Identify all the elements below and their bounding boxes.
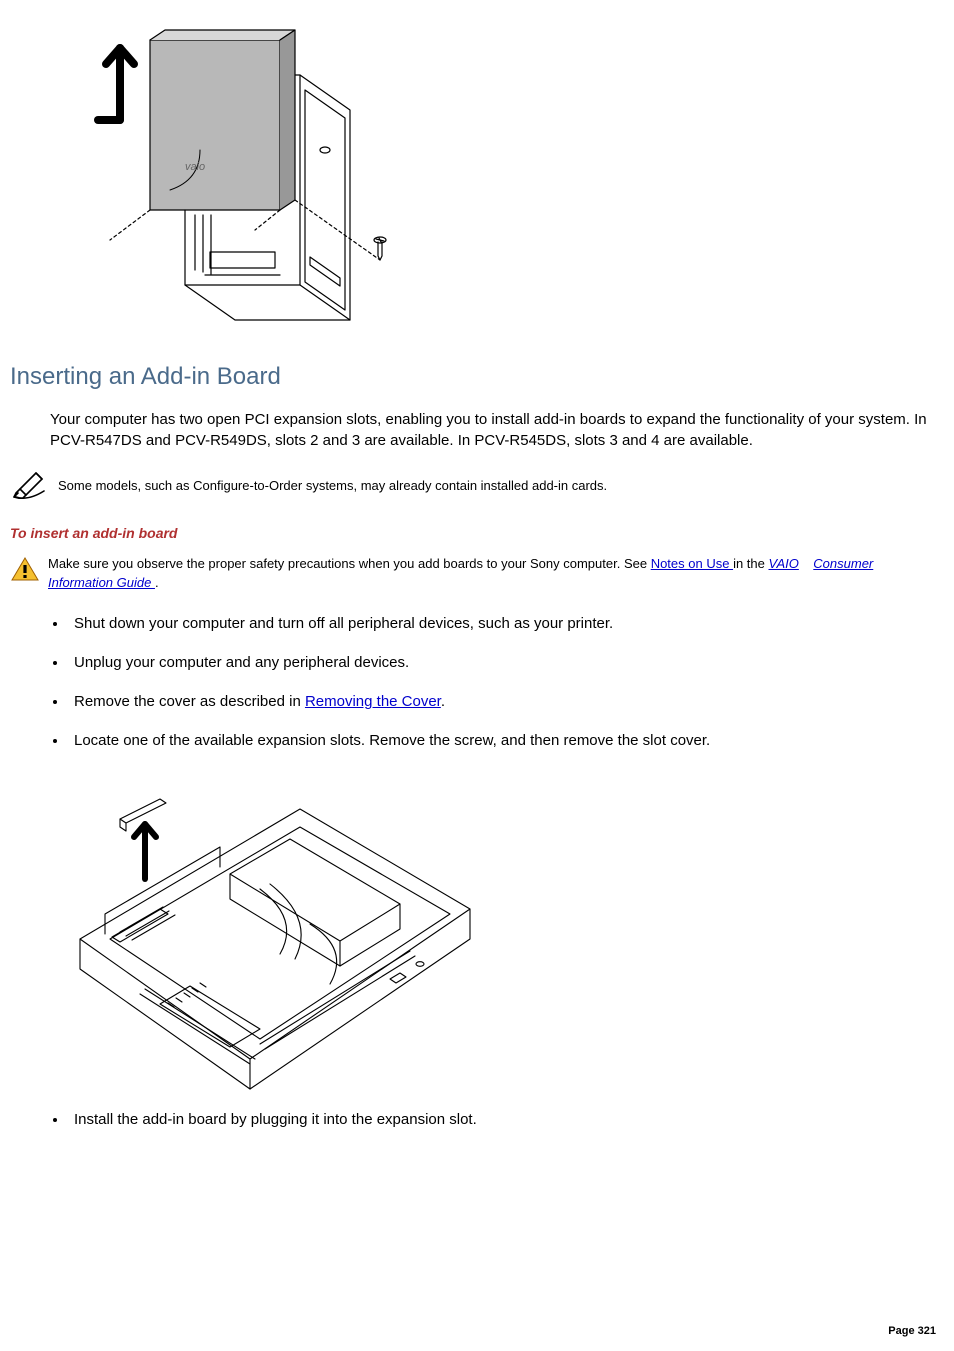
step-3-post: . — [441, 693, 445, 710]
figure-remove-cover: vaio — [50, 20, 936, 340]
step-4: Locate one of the available expansion sl… — [68, 730, 936, 751]
vaio-guide-link-a[interactable]: VAIO — [768, 556, 798, 571]
warning-note: Make sure you observe the proper safety … — [10, 554, 936, 593]
sub-heading: To insert an add-in board — [10, 524, 936, 544]
page-number: Page 321 — [888, 1324, 936, 1339]
warning-gap — [799, 556, 813, 571]
steps-list-2: Install the add-in board by plugging it … — [50, 1109, 936, 1130]
step-2: Unplug your computer and any peripheral … — [68, 652, 936, 673]
figure-expansion-slot — [50, 769, 936, 1099]
pencil-note: Some models, such as Configure-to-Order … — [10, 467, 936, 504]
step-5: Install the add-in board by plugging it … — [68, 1109, 936, 1130]
intro-paragraph: Your computer has two open PCI expansion… — [50, 409, 936, 453]
step-3-pre: Remove the cover as described in — [74, 693, 305, 710]
warning-post: . — [155, 575, 159, 590]
warning-mid: in the — [733, 556, 768, 571]
warning-text: Make sure you observe the proper safety … — [48, 554, 936, 593]
pencil-note-text: Some models, such as Configure-to-Order … — [58, 477, 607, 495]
notes-on-use-link[interactable]: Notes on Use — [651, 556, 733, 571]
svg-text:vaio: vaio — [185, 161, 205, 173]
steps-list-1: Shut down your computer and turn off all… — [50, 613, 936, 751]
removing-cover-link[interactable]: Removing the Cover — [305, 693, 441, 710]
pencil-icon — [10, 467, 50, 504]
step-1: Shut down your computer and turn off all… — [68, 613, 936, 634]
tower-case-illustration: vaio — [50, 20, 410, 340]
step-3: Remove the cover as described in Removin… — [68, 691, 936, 712]
warning-icon — [10, 556, 40, 588]
section-title: Inserting an Add-in Board — [10, 360, 936, 394]
warning-pre: Make sure you observe the proper safety … — [48, 556, 651, 571]
expansion-slot-illustration — [50, 769, 490, 1099]
